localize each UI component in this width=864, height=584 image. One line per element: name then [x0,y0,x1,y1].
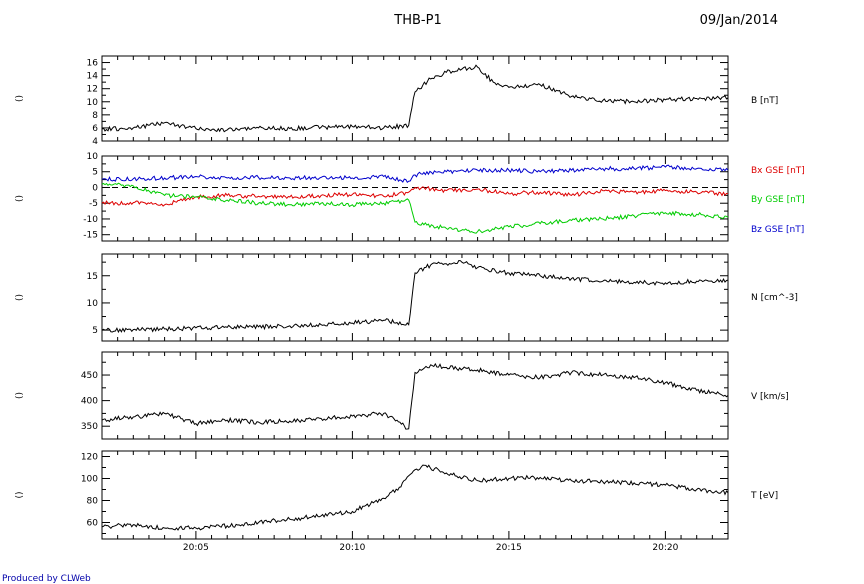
panel-left-label: () [15,294,25,301]
series-label: By GSE [nT] [751,195,805,205]
panel-frame [101,450,729,540]
y-tick-label: 4 [92,137,98,147]
y-tick-label: 0 [92,183,98,193]
panel-left-label: () [15,95,25,102]
y-tick-label: 450 [81,371,98,381]
y-tick-label: -10 [83,215,98,225]
y-tick-label: 5 [92,326,98,336]
x-tick-label: 20:20 [652,543,678,553]
y-tick-label: 10 [87,152,99,162]
y-tick-label: 350 [81,422,98,432]
series-label: Bz GSE [nT] [751,225,804,235]
y-tick-label: 100 [81,475,98,485]
y-tick-label: 15 [87,272,98,282]
series-line-n-0 [101,259,729,334]
chart-title: THB-P1 [393,13,441,28]
panel-left-label: () [15,195,25,202]
series-line-v-0 [101,362,729,430]
y-tick-label: 120 [81,453,98,463]
panel-n: 5 10 15 () N [cm^-3] [15,253,798,342]
y-tick-label: 16 [87,59,99,69]
panel-left-label: () [15,392,25,399]
series-label: Bx GSE [nT] [751,166,805,176]
time-axis: 20:05 20:10 20:15 20:20 [183,543,679,553]
chart-date: 09/Jan/2014 [700,13,778,28]
series-line-bgse-2 [101,164,729,184]
y-tick-label: 12 [87,85,98,95]
y-tick-label: 14 [87,72,99,82]
panel-frame [101,351,729,440]
y-tick-label: -5 [89,199,98,209]
y-tick-label: 10 [87,98,99,108]
series-label: T [eV] [750,491,778,501]
panel-v: 350 400 450 () V [km/s] [15,351,789,440]
y-tick-label: 80 [87,497,99,507]
y-tick-label: 5 [92,168,98,178]
panel-t: 60 80 100 120 () T [eV] [15,450,778,540]
y-tick-label: 8 [92,111,98,121]
series-line-bgse-1 [101,182,729,234]
y-tick-label: 6 [92,124,98,134]
y-tick-label: -15 [83,231,98,241]
series-line-t-0 [101,464,729,531]
x-tick-label: 20:05 [183,543,209,553]
y-tick-label: 10 [87,299,99,309]
panel-bgse: -15 -10 -5 0 5 10 () Bx GSE [nT] By GSE [nT] Bz G… [15,152,805,242]
series-label: V [km/s] [751,392,789,402]
series-label: B [nT] [751,96,778,106]
panel-left-label: () [15,491,25,498]
y-tick-label: 60 [87,519,99,529]
series-label: N [cm^-3] [751,293,798,303]
x-tick-label: 20:10 [339,543,365,553]
credit-text: Produced by CLWeb [2,574,91,584]
series-line-b-0 [101,64,729,133]
x-tick-label: 20:15 [496,543,522,553]
series-line-bgse-0 [101,185,729,207]
y-tick-label: 400 [81,397,98,407]
panel-b: 4 6 8 10 12 14 16 () B [nT] [15,55,778,147]
panels-group: 4 6 8 10 12 14 16 () B [nT] -15 -10 -5 0 5 10 () Bx GSE … [15,55,805,540]
